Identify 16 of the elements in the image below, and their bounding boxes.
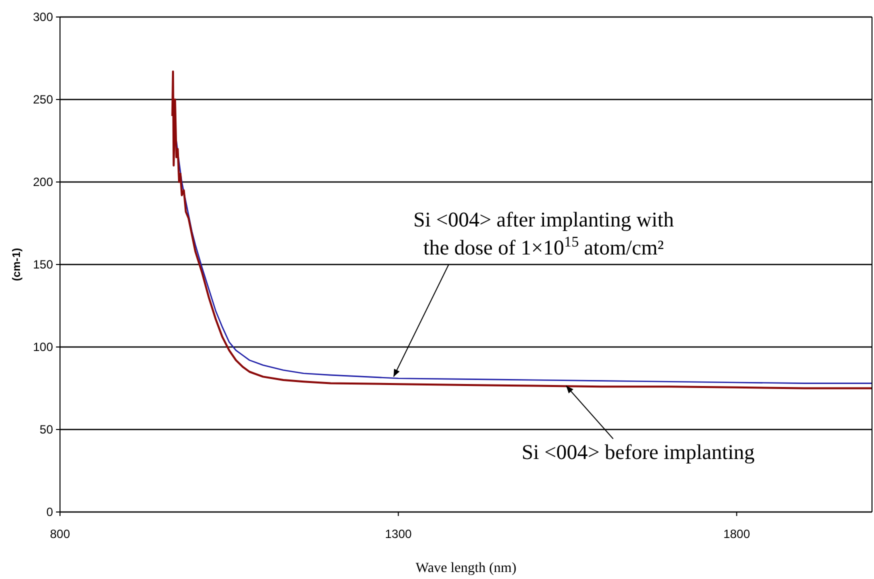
- y-tick-label: 0: [46, 505, 54, 519]
- annotation: Si <004> before implanting: [522, 440, 756, 464]
- y-axis-title: (cm-1): [11, 248, 23, 282]
- y-tick-label: 150: [32, 258, 54, 272]
- y-tick-label: 250: [32, 92, 54, 106]
- x-axis-title: Wave length (nm): [416, 561, 517, 576]
- y-tick-label: 300: [32, 10, 54, 24]
- x-tick-label: 1300: [384, 527, 412, 541]
- line-series: [171, 70, 873, 390]
- line-series: [176, 140, 873, 384]
- y-tick-label: 100: [32, 340, 54, 354]
- x-tick-label: 800: [50, 527, 70, 541]
- annotation: Si <004> after implanting with the dose of 1×10$^{15}$ atom/cm²: [413, 208, 674, 260]
- x-tick-label: 1800: [723, 527, 750, 541]
- y-tick-label: 200: [32, 175, 54, 189]
- y-tick-label: 50: [40, 422, 54, 436]
